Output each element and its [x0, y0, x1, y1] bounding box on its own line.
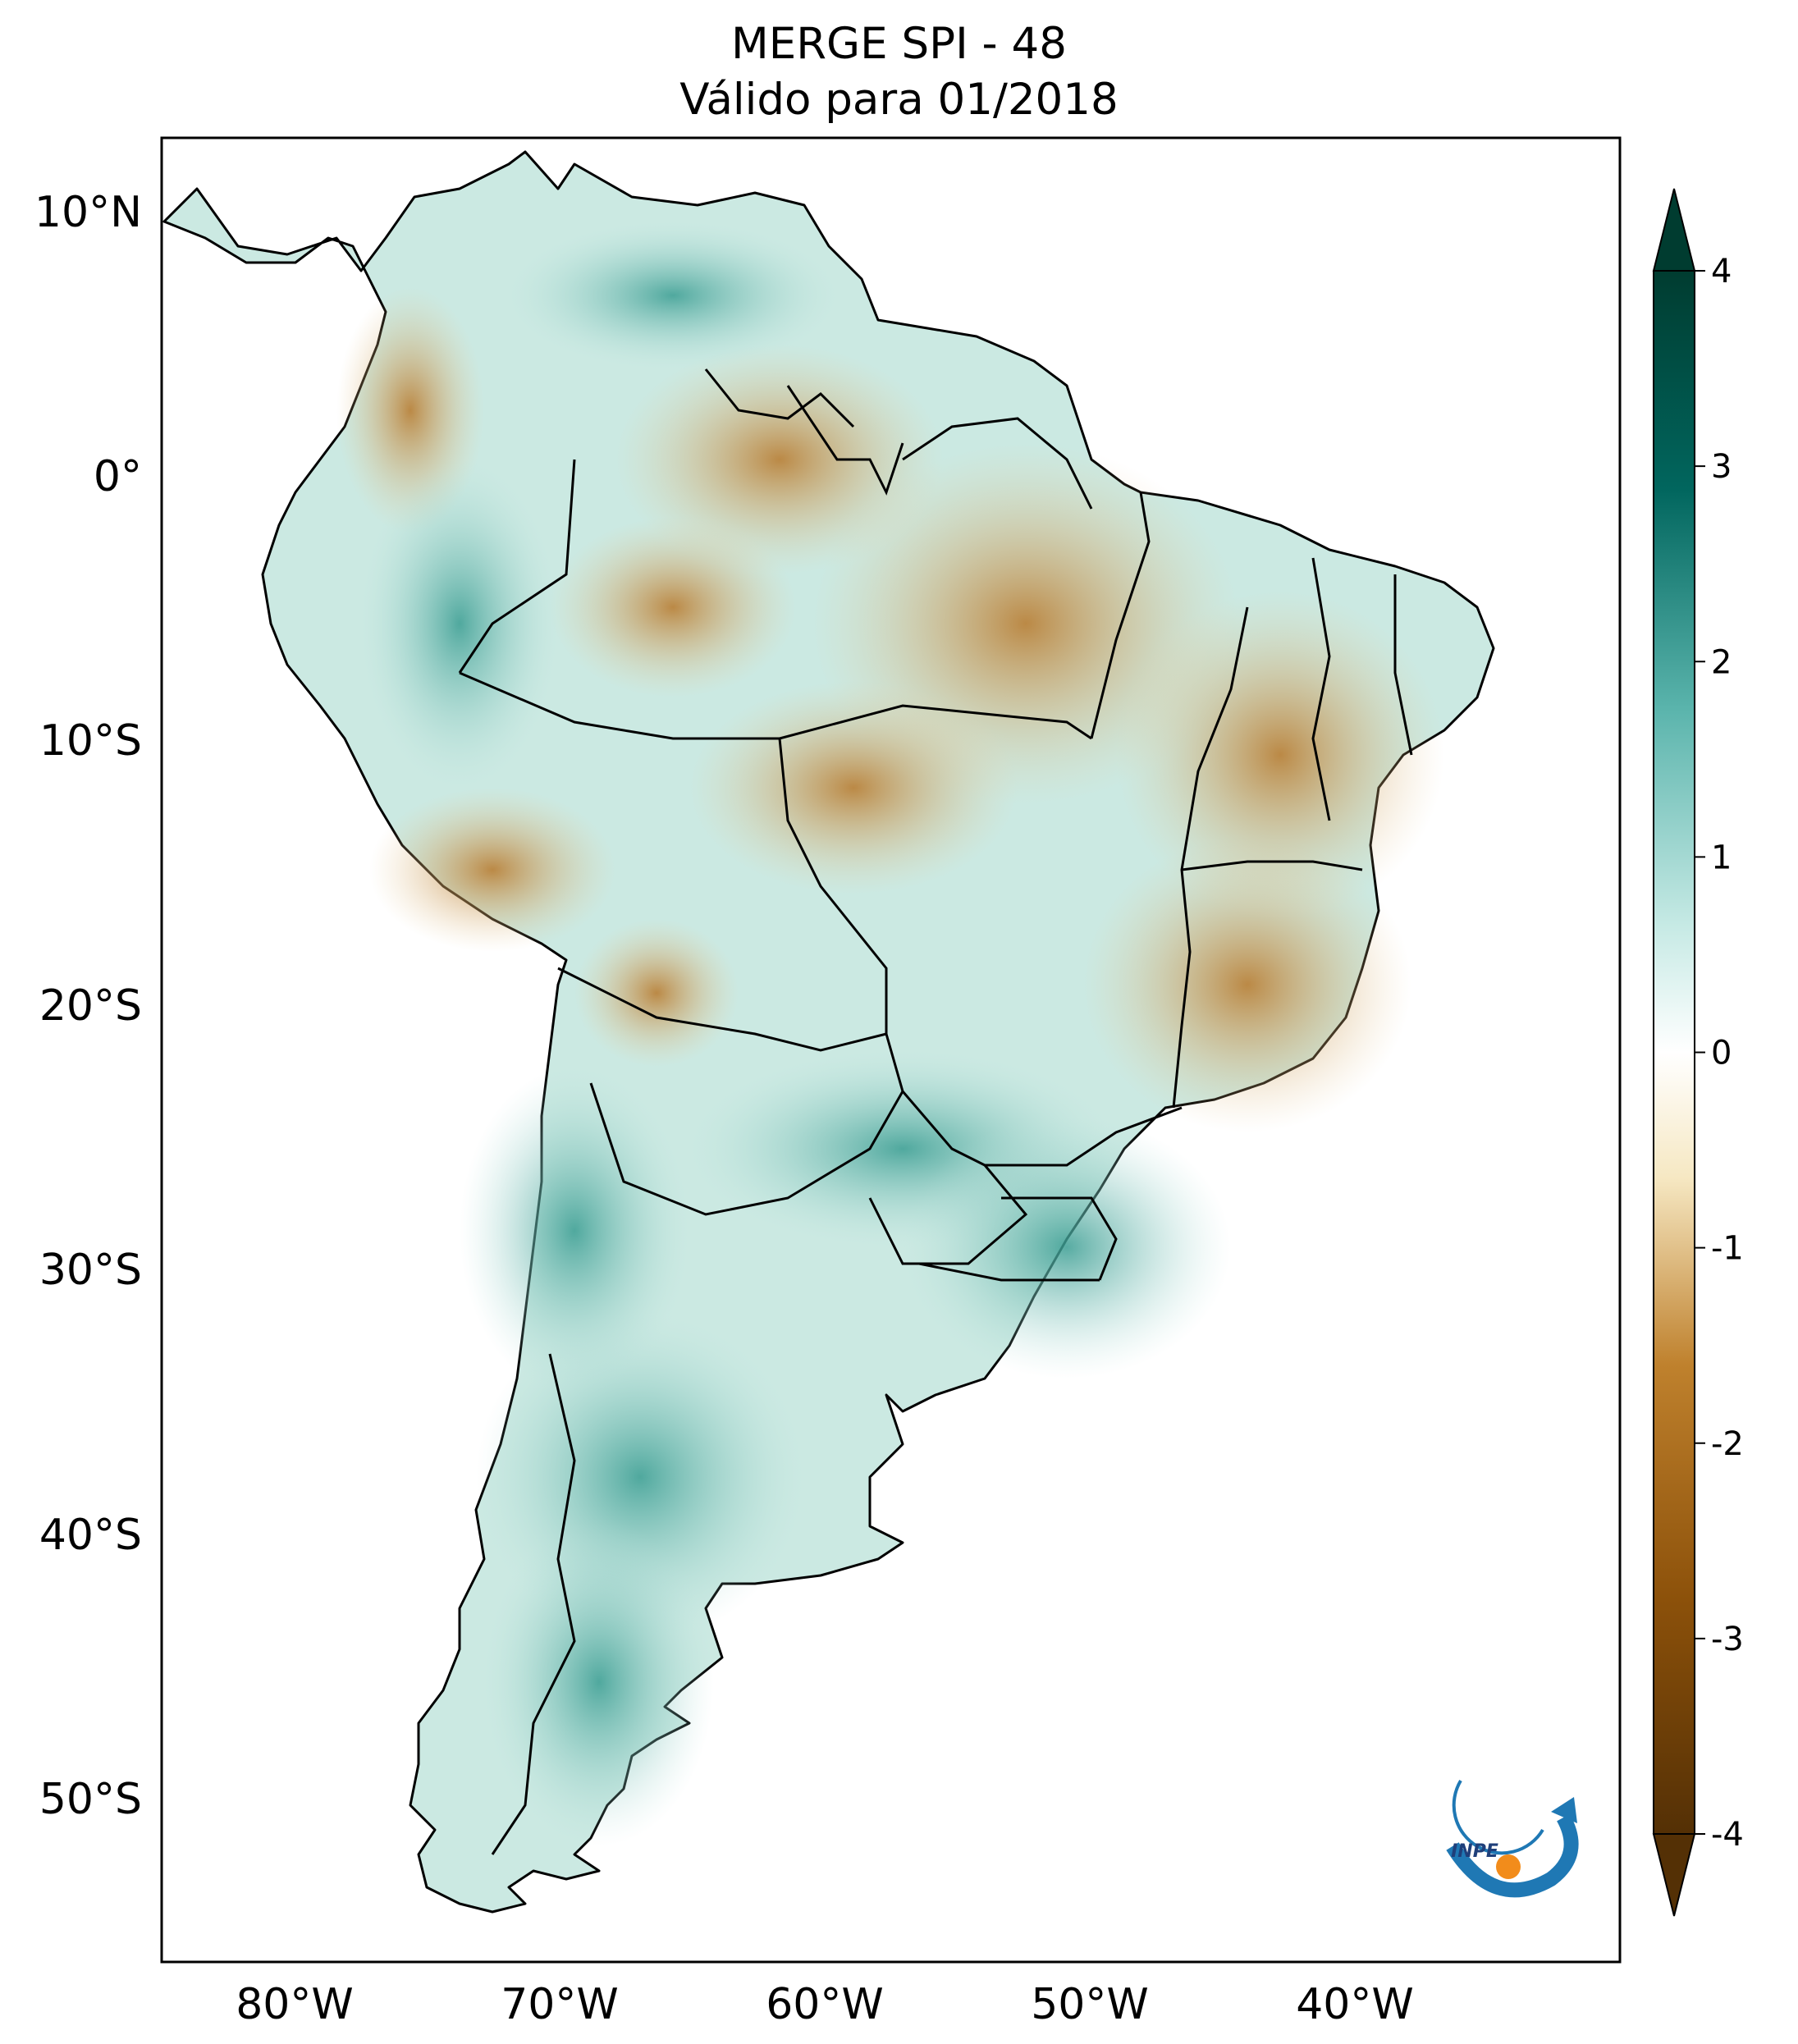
map-subtitle: Válido para 01/2018 — [679, 75, 1119, 125]
longitude-ticks: 80°W 70°W 60°W 50°W 40°W — [236, 1980, 1414, 2029]
inpe-logo: INPE — [1446, 1779, 1579, 1898]
colorbar-ticks: 4 3 2 1 0 -1 -2 -3 -4 — [1695, 253, 1744, 1854]
inpe-logo-text: INPE — [1451, 1841, 1498, 1862]
lat-label-30s: 30°S — [39, 1246, 142, 1295]
map-title: MERGE SPI - 48 — [731, 19, 1067, 69]
colorbar-tick-label: 0 — [1711, 1035, 1732, 1072]
colorbar-tick-label: -3 — [1711, 1621, 1744, 1658]
map-area — [162, 138, 1620, 1962]
lon-label-70w: 70°W — [501, 1980, 619, 2029]
spi-anomaly-field — [336, 222, 1444, 1846]
lat-label-20s: 20°S — [39, 981, 142, 1031]
lon-label-40w: 40°W — [1296, 1980, 1414, 2029]
lon-label-50w: 50°W — [1031, 1980, 1149, 2029]
colorbar-upper-extension — [1652, 188, 1696, 272]
colorbar-tick-label: -2 — [1711, 1425, 1744, 1463]
colorbar-tick-label: 1 — [1711, 839, 1732, 876]
colorbar-tick-label: 3 — [1711, 448, 1732, 486]
colorbar-tick-label: 2 — [1711, 643, 1732, 681]
political-borders — [458, 368, 1413, 1855]
map-frame — [160, 136, 1622, 1964]
colorbar-lower-extension — [1652, 1833, 1696, 1917]
colorbar: 4 3 2 1 0 -1 -2 -3 -4 — [1652, 188, 1744, 1917]
lat-label-40s: 40°S — [39, 1511, 142, 1560]
lat-label-10s: 10°S — [39, 716, 142, 766]
colorbar-tick-label: -4 — [1711, 1816, 1744, 1854]
colorbar-tick-label: -1 — [1711, 1230, 1744, 1268]
lon-label-60w: 60°W — [766, 1980, 884, 2029]
lon-label-80w: 80°W — [236, 1980, 354, 2029]
lat-label-10n: 10°N — [34, 188, 142, 237]
colorbar-body — [1653, 270, 1695, 1835]
lat-label-50s: 50°S — [39, 1775, 142, 1824]
colorbar-tick-label: 4 — [1711, 253, 1732, 290]
latitude-ticks: 10°N 0° 10°S 20°S 30°S 40°S 50°S — [34, 188, 142, 1824]
lat-label-0: 0° — [94, 452, 142, 501]
